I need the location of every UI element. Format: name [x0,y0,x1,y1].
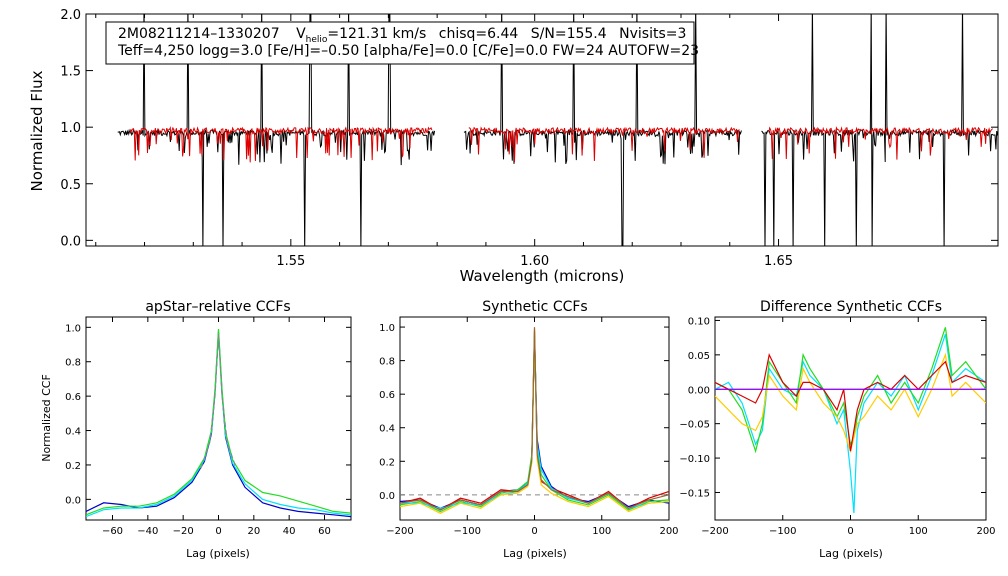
info-line-2: Teff=4,250 logg=3.0 [Fe/H]=–0.50 [alpha/… [117,43,699,59]
x-tick-label-0-1: 1.60 [520,254,549,269]
y-tick-label-2-2: 0.4 [379,424,395,435]
y-tick-label-3-5: −0.15 [679,488,710,499]
y-tick-label-2-3: 0.6 [379,390,395,401]
panel3-frame [714,316,987,521]
x-tick-label-3-2: 0 [847,526,853,537]
x-tick-label-1-5: 40 [283,526,296,537]
y-tick-label-1-5: 1.0 [65,323,81,334]
y-tick-label-1-0: 0.0 [65,495,81,506]
y-tick-label-0-0: 0.0 [60,234,81,249]
x-tick-label-0-0: 1.55 [276,254,305,269]
spectrum-xlabel: Wavelength (microns) [460,267,625,285]
spectrum-plot-frame [85,13,999,247]
y-tick-label-2-0: 0.0 [379,491,395,502]
panel2-series-green [400,333,669,513]
y-tick-label-3-3: −0.05 [679,420,710,431]
x-tick-label-1-2: −20 [173,526,194,537]
y-tick-label-0-1: 0.5 [60,178,81,193]
y-tick-label-3-4: −0.10 [679,454,710,465]
panel1-series-visit-2 [86,330,351,518]
x-tick-label-3-4: 200 [976,526,995,537]
x-tick-label-2-0: −200 [386,526,413,537]
panel1-frame [85,316,352,521]
panel2-title: Synthetic CCFs [482,299,587,315]
x-tick-label-0-2: 1.65 [764,254,793,269]
x-tick-label-1-4: 20 [247,526,260,537]
y-tick-label-1-4: 0.8 [65,358,81,369]
nvisits: Nvisits=3 [619,26,686,42]
x-tick-label-2-4: 200 [659,526,678,537]
panel1-series-visit-3 [86,328,351,516]
panel3-title: Difference Synthetic CCFs [760,299,942,315]
y-tick-label-0-4: 2.0 [60,8,81,23]
info-line-1: 2M08211214–1330207 Vhelio=121.31 km/s ch… [118,26,686,45]
vhelio-subscript: helio [306,35,328,45]
x-tick-label-2-2: 0 [531,526,537,537]
panel1-series-template [200,334,237,469]
x-tick-label-2-3: 100 [592,526,611,537]
y-tick-label-2-1: 0.2 [379,457,395,468]
panel2-xlabel: Lag (pixels) [503,547,567,560]
x-tick-label-1-3: 0 [215,526,221,537]
chisq: chisq=6.44 [439,26,519,42]
y-tick-label-3-0: 0.10 [688,316,710,327]
y-tick-label-3-2: 0.00 [688,385,710,396]
y-tick-label-2-5: 1.0 [379,323,395,334]
spectrum-series-synthetic-fit [129,126,993,163]
x-tick-label-1-1: −40 [137,526,158,537]
panel1-ylabel: Normalized CCF [40,374,53,462]
y-tick-label-1-2: 0.4 [65,427,81,438]
vhelio-prefix: V [296,26,306,42]
panel2-series-blue [400,335,669,509]
panel3-series-yellow [715,352,986,454]
snr: S/N=155.4 [531,26,607,42]
y-tick-label-2-4: 0.8 [379,357,395,368]
y-tick-label-1-3: 0.6 [65,392,81,403]
panel1-series-visit-1 [86,332,351,518]
panel3-xlabel: Lag (pixels) [819,547,883,560]
panel1-xlabel: Lag (pixels) [186,547,250,560]
y-tick-label-0-2: 1.0 [60,121,81,136]
y-tick-label-3-1: 0.05 [688,351,710,362]
x-tick-label-3-0: −200 [701,526,728,537]
x-tick-label-3-1: −100 [769,526,796,537]
x-tick-label-1-6: 60 [318,526,331,537]
y-tick-label-0-3: 1.5 [60,65,81,80]
panel2-series-brown [400,327,669,511]
info-box [105,21,695,65]
spectrum-ylabel: Normalized Flux [28,70,46,191]
x-tick-label-2-1: −100 [454,526,481,537]
x-tick-label-1-0: −60 [102,526,123,537]
y-tick-label-1-1: 0.2 [65,461,81,472]
panel1-title: apStar–relative CCFs [145,299,290,315]
panel3-series-red [715,352,986,452]
vhelio-value: =121.31 km/s [327,26,426,42]
star-id: 2M08211214–1330207 [118,26,280,42]
x-tick-label-3-3: 100 [909,526,928,537]
